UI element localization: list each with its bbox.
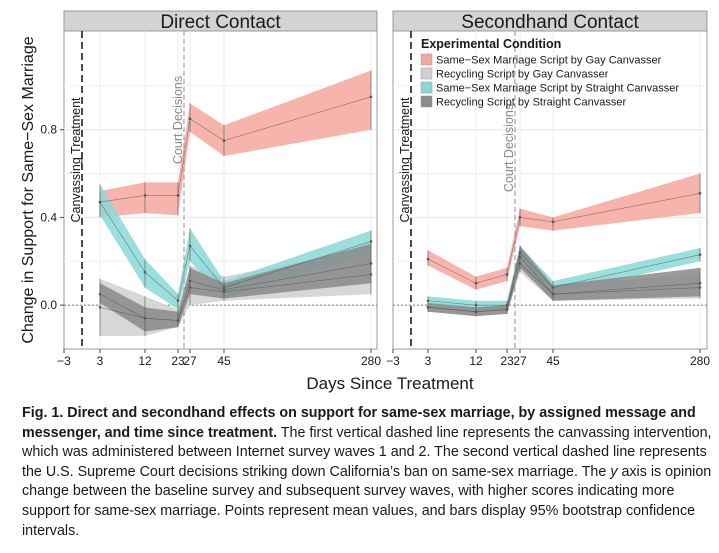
mean-point	[369, 240, 373, 243]
x-tick-label: 12	[469, 354, 483, 368]
panel-secondhand-contact: Secondhand Contact Canvassing Treatment Co…	[386, 10, 710, 368]
ci-ribbon-4	[428, 245, 700, 317]
mean-point	[474, 281, 478, 285]
mean-point	[426, 257, 430, 261]
mean-point	[474, 303, 478, 307]
legend-label: Same−Sex Marriage Script by Straight Can…	[436, 83, 679, 95]
mean-point	[98, 292, 102, 296]
vline-label: Court Decisions	[502, 104, 516, 192]
mean-point	[698, 191, 702, 195]
mean-point	[176, 299, 180, 303]
mean-point	[188, 117, 192, 121]
legend-title: Experimental Condition	[421, 37, 561, 51]
vline-label: Court Decisions	[171, 76, 185, 164]
caption-body: The first vertical dashed line represent…	[22, 424, 712, 480]
mean-point	[222, 288, 226, 292]
mean-point	[505, 273, 509, 276]
mean-point	[143, 194, 147, 197]
mean-point	[551, 292, 555, 296]
x-tick-label: 23	[500, 354, 514, 368]
vline-label: Canvassing Treatment	[398, 97, 412, 223]
x-tick-label: −3	[386, 354, 400, 368]
figure-caption: Fig. 1. Direct and secondhand effects on…	[22, 404, 712, 541]
panel-title: Direct Contact	[160, 12, 281, 33]
mean-point	[143, 270, 147, 274]
mean-point	[474, 310, 478, 314]
panel-title: Secondhand Contact	[461, 12, 639, 33]
x-axis-title: Days Since Treatment	[306, 374, 474, 393]
y-tick-label: 0.0	[40, 298, 57, 312]
figure: Direct Contact Canvassing Treatment Court …	[20, 10, 710, 393]
caption-axis-letter: y	[610, 463, 618, 480]
x-tick-label: 280	[361, 354, 381, 368]
x-tick-label: 3	[97, 354, 104, 368]
mean-point	[98, 200, 102, 204]
x-tick-label: −3	[57, 354, 71, 368]
mean-point	[176, 319, 180, 322]
mean-point	[518, 216, 522, 219]
x-tick-label: 12	[138, 354, 152, 368]
mean-point	[98, 306, 102, 309]
mean-line-1	[99, 96, 372, 203]
legend-swatch	[420, 53, 433, 66]
mean-point	[698, 253, 702, 256]
y-tick-label: 0.4	[40, 210, 57, 224]
mean-point	[222, 139, 226, 142]
x-tick-label: 3	[425, 354, 432, 368]
mean-point	[143, 316, 147, 320]
x-tick-label: 27	[183, 354, 197, 368]
mean-point	[505, 308, 509, 311]
x-tick-label: 45	[217, 354, 231, 368]
legend-swatch	[420, 81, 433, 94]
mean-point	[426, 299, 430, 303]
x-tick-label: 27	[513, 354, 527, 368]
x-tick-label: 23	[171, 354, 185, 368]
mean-point	[188, 244, 192, 248]
mean-point	[176, 194, 180, 197]
mean-point	[426, 306, 430, 309]
vline-label: Canvassing Treatment	[69, 97, 83, 223]
y-axis-title: Change in Support for Same−Sex Marriage	[20, 36, 37, 343]
legend-swatch	[420, 95, 433, 108]
mean-line-4	[427, 256, 701, 313]
x-tick-label: 280	[690, 354, 710, 368]
panel-strip	[392, 10, 708, 32]
panel-direct-contact: Direct Contact Canvassing Treatment Court …	[40, 10, 381, 368]
mean-point	[518, 255, 522, 259]
panel-strip	[63, 10, 378, 32]
mean-point	[369, 95, 373, 99]
x-tick-label: 45	[546, 354, 560, 368]
mean-point	[369, 262, 373, 265]
mean-line-3	[427, 251, 701, 306]
caption-body-end: axis is opinion change between the basel…	[22, 463, 712, 539]
mean-point	[188, 279, 192, 283]
legend-swatch	[420, 67, 433, 80]
legend-label: Recycling Script by Gay Canvasser	[436, 69, 609, 81]
y-tick-label: 0.8	[40, 123, 57, 137]
ci-ribbon-1	[428, 173, 700, 290]
legend-label: Recycling Script by Straight Canvasser	[436, 97, 626, 109]
mean-point	[551, 220, 555, 224]
mean-point	[698, 281, 702, 285]
legend-label: Same−Sex Marriage Script by Gay Canvasse…	[436, 55, 662, 67]
caption-lead: Fig. 1. Direct and secondhand effects on…	[22, 405, 696, 441]
mean-line-1	[427, 192, 701, 284]
ci-ribbon-1	[100, 70, 371, 218]
mean-line-4	[99, 263, 372, 321]
